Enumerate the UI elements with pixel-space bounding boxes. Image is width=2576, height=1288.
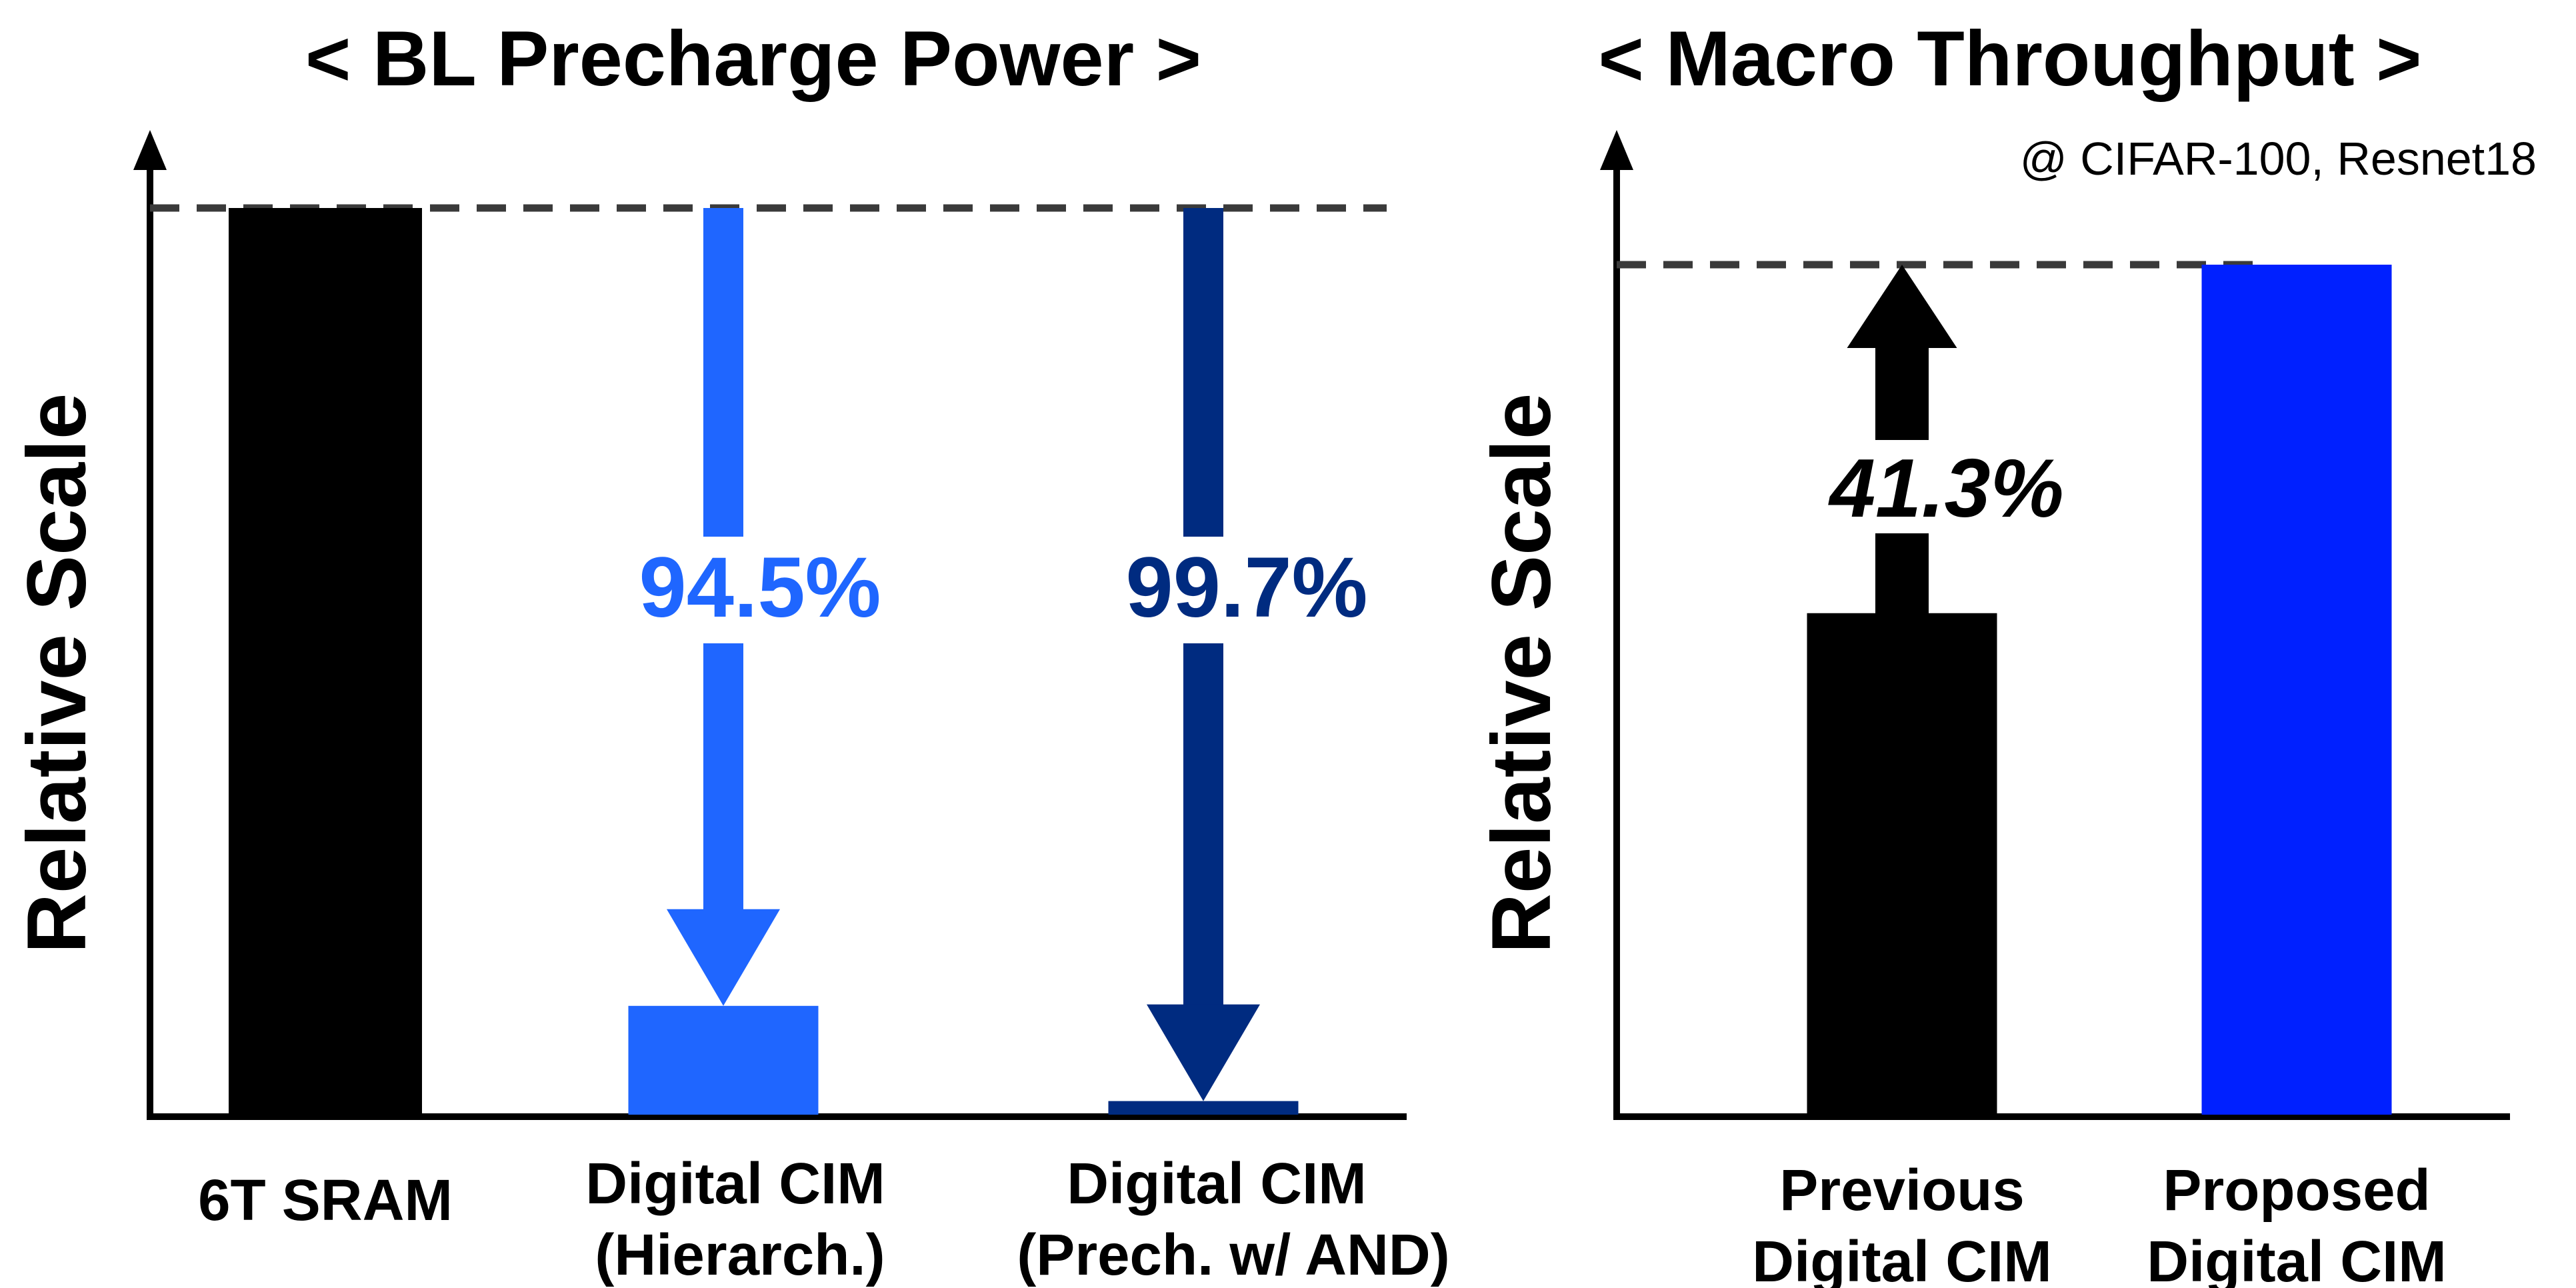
chart-title: < BL Precharge Power > bbox=[305, 15, 1201, 102]
tick-label-6t-sram: 6T SRAM bbox=[198, 1168, 453, 1233]
tick-label-proposed: Proposed bbox=[2163, 1158, 2430, 1223]
chart-subtitle: @ CIFAR-100, Resnet18 bbox=[2020, 133, 2537, 185]
label-backing bbox=[1800, 440, 2107, 533]
y-axis-label: Relative Scale bbox=[11, 393, 103, 954]
improvement-arrow bbox=[1847, 265, 1957, 615]
data-label-94-5: 94.5% bbox=[639, 540, 881, 635]
data-label-99-7: 99.7% bbox=[1126, 540, 1368, 635]
chart-bl-precharge-power: < BL Precharge Power > Relative Scale bbox=[11, 15, 1450, 1287]
label-backing bbox=[607, 537, 920, 643]
arrow-head bbox=[667, 909, 780, 1006]
bar-digital-cim-hierarch bbox=[628, 1005, 819, 1115]
data-label-41-3: 41.3% bbox=[1827, 443, 2064, 535]
chart-macro-throughput: < Macro Throughput > @ CIFAR-100, Resnet… bbox=[1475, 15, 2537, 1288]
y-axis-arrowhead bbox=[1600, 130, 1633, 170]
tick-label-digital-cim: Digital CIM bbox=[1067, 1151, 1367, 1216]
label-backing bbox=[1093, 537, 1407, 643]
chart-title: < Macro Throughput > bbox=[1598, 15, 2421, 102]
reduction-arrow-prech-and bbox=[1147, 208, 1260, 1101]
tick-label-previous: Previous bbox=[1779, 1158, 2025, 1223]
bar-6t-sram bbox=[229, 208, 422, 1115]
tick-label-digital-cim: Digital CIM bbox=[1752, 1229, 2052, 1288]
arrow-head bbox=[1847, 265, 1957, 348]
y-axis-arrowhead bbox=[133, 130, 167, 170]
bar-digital-cim-prech-and bbox=[1108, 1101, 1299, 1115]
tick-label-prech-and: (Prech. w/ AND) bbox=[1017, 1223, 1449, 1287]
bar-proposed-digital-cim bbox=[2201, 265, 2392, 1115]
tick-label-digital-cim: Digital CIM bbox=[2147, 1229, 2447, 1288]
tick-label-digital-cim: Digital CIM bbox=[585, 1151, 885, 1216]
y-axis-label: Relative Scale bbox=[1475, 393, 1568, 954]
tick-label-hierarch: (Hierarch.) bbox=[595, 1223, 885, 1287]
arrow-head bbox=[1147, 1004, 1260, 1101]
bar-previous-digital-cim bbox=[1807, 613, 1997, 1115]
